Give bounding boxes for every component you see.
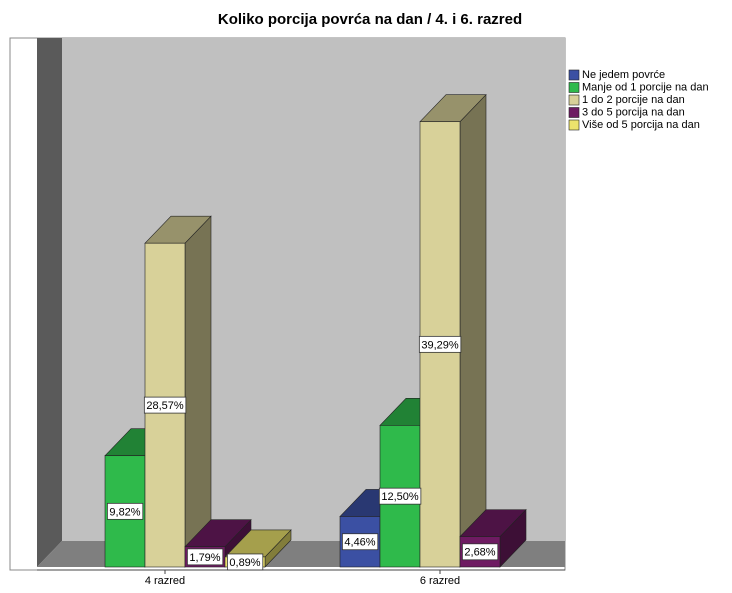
data-label-box [461, 543, 499, 561]
data-label: 1,79% [189, 552, 220, 564]
bar-side [184, 215, 212, 568]
legend-swatch [568, 119, 580, 131]
data-label: 28,57% [146, 400, 184, 412]
data-label: 9,82% [109, 506, 140, 518]
data-label-box [341, 533, 379, 551]
x-tick-label: 6 razred [420, 575, 460, 587]
legend-label: 1 do 2 porcije na dan [582, 94, 685, 106]
side-wall [37, 38, 62, 567]
chart-title: Koliko porcija povrća na dan / 4. i 6. r… [218, 11, 522, 28]
data-label-box [226, 553, 264, 571]
data-label: 0,89% [229, 557, 260, 569]
data-label: 2,68% [464, 547, 495, 559]
data-label-box [186, 548, 224, 566]
bar-side [459, 93, 487, 568]
legend-label: Ne jedem povrće [582, 69, 665, 81]
legend-swatch [568, 69, 580, 81]
legend-label: 3 do 5 porcija na dan [582, 106, 685, 118]
data-label-box [418, 335, 462, 353]
data-label-box [143, 396, 187, 414]
legend-label: Više od 5 porcija na dan [582, 119, 700, 131]
data-label-box [378, 487, 422, 505]
data-label: 39,29% [421, 339, 459, 351]
data-label-box [106, 502, 144, 520]
legend-swatch [568, 82, 580, 93]
x-tick-label: 4 razred [145, 575, 185, 587]
legend-swatch [568, 94, 580, 106]
legend-swatch [568, 107, 580, 118]
data-label: 4,46% [344, 537, 375, 549]
data-label: 12,50% [381, 491, 419, 503]
legend-label: Manje od 1 porcije na dan [582, 81, 709, 93]
